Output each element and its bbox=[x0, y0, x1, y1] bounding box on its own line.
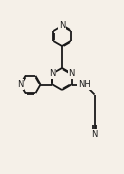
Text: N: N bbox=[49, 69, 56, 78]
Text: N: N bbox=[91, 130, 98, 139]
Text: N: N bbox=[68, 69, 75, 78]
Text: N: N bbox=[59, 22, 65, 30]
Text: NH: NH bbox=[78, 80, 91, 89]
Text: N: N bbox=[17, 80, 24, 89]
